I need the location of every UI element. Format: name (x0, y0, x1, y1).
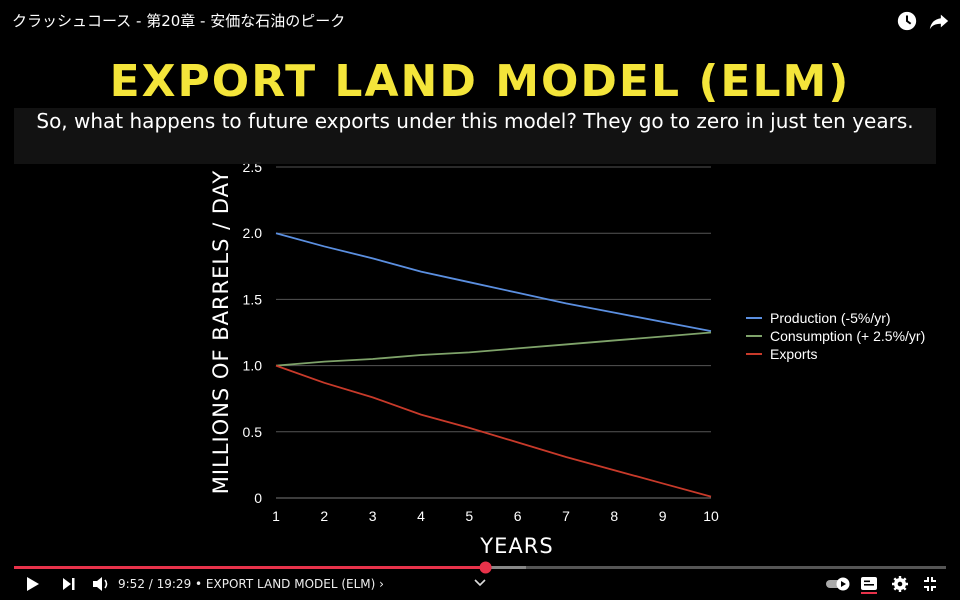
subtitles-icon[interactable] (861, 577, 877, 594)
legend-label: Consumption (+ 2.5%/yr) (770, 328, 925, 344)
y-axis-label: MILLIONS OF BARRELS / DAY (209, 170, 233, 494)
caption-text: So, what happens to future exports under… (36, 109, 914, 133)
x-tick-label: 4 (417, 508, 425, 524)
y-tick-label: 0.5 (243, 424, 263, 440)
top-bar: クラッシュコース - 第20章 - 安価な石油のピーク (0, 0, 960, 44)
series-line-2 (275, 331, 712, 367)
chapter-title[interactable]: • EXPORT LAND MODEL (ELM) › (195, 577, 384, 591)
y-tick-label: 0 (254, 490, 262, 506)
x-tick-label: 5 (465, 508, 473, 524)
player-controls (14, 561, 946, 594)
next-icon[interactable] (63, 578, 75, 590)
x-tick-label: 3 (369, 508, 377, 524)
settings-icon[interactable] (892, 576, 908, 592)
x-axis-label: YEARS (479, 534, 553, 558)
x-tick-label: 6 (514, 508, 522, 524)
slide-title: EXPORT LAND MODEL (ELM) (109, 56, 851, 107)
x-tick-label: 9 (659, 508, 667, 524)
time-display: 9:52 / 19:29 • EXPORT LAND MODEL (ELM) › (118, 577, 384, 591)
progress-played (14, 566, 486, 569)
legend-label: Production (-5%/yr) (770, 310, 891, 326)
series-line-1 (275, 232, 712, 333)
caption: So, what happens to future exports under… (14, 108, 936, 164)
autoplay-toggle[interactable] (826, 577, 850, 591)
play-icon[interactable] (27, 577, 39, 591)
x-tick-label: 7 (562, 508, 570, 524)
volume-icon[interactable] (93, 577, 108, 591)
time-readout: 9:52 / 19:29 (118, 577, 192, 591)
share-icon[interactable] (928, 10, 950, 32)
video-title[interactable]: クラッシュコース - 第20章 - 安価な石油のピーク (12, 12, 346, 30)
x-tick-label: 10 (703, 508, 719, 524)
scrubber-handle[interactable] (479, 561, 492, 574)
x-tick-label: 8 (610, 508, 618, 524)
watch-later-icon[interactable] (896, 10, 918, 32)
y-tick-label: 2.0 (243, 225, 263, 241)
y-tick-label: 1.5 (243, 291, 263, 307)
y-tick-label: 1.0 (243, 358, 263, 374)
legend-label: Exports (770, 346, 817, 362)
chevron-down-icon[interactable] (474, 579, 486, 587)
x-tick-label: 1 (272, 508, 280, 524)
x-tick-label: 2 (320, 508, 328, 524)
exit-fullscreen-icon[interactable] (924, 577, 936, 591)
series-line-3 (275, 364, 712, 498)
progress-bar[interactable] (14, 561, 946, 574)
